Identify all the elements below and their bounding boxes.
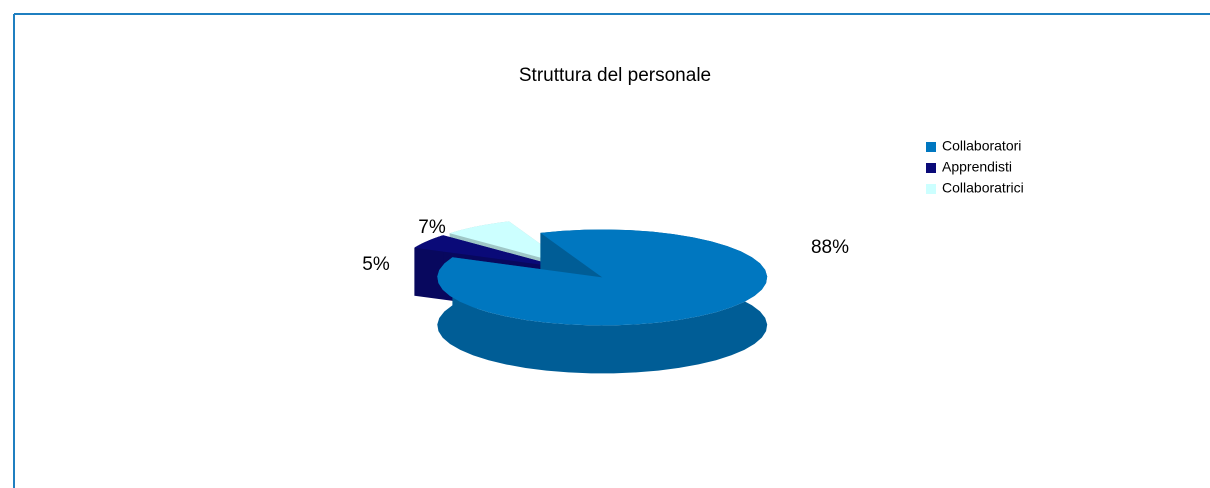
legend-swatch xyxy=(926,163,936,173)
data-label: 5% xyxy=(362,254,390,275)
legend-label: Collaboratori xyxy=(942,138,1021,154)
slice xyxy=(437,229,768,374)
slice-top xyxy=(414,235,565,268)
data-label: 88% xyxy=(811,237,849,258)
legend-label: Collaboratrici xyxy=(942,180,1024,196)
legend-swatch xyxy=(926,142,936,152)
legend-swatch xyxy=(926,184,936,194)
chart-title: Struttura del personale xyxy=(519,65,711,86)
slice-top xyxy=(437,229,768,326)
legend-label: Apprendisti xyxy=(942,159,1012,175)
data-label: 7% xyxy=(418,217,446,238)
